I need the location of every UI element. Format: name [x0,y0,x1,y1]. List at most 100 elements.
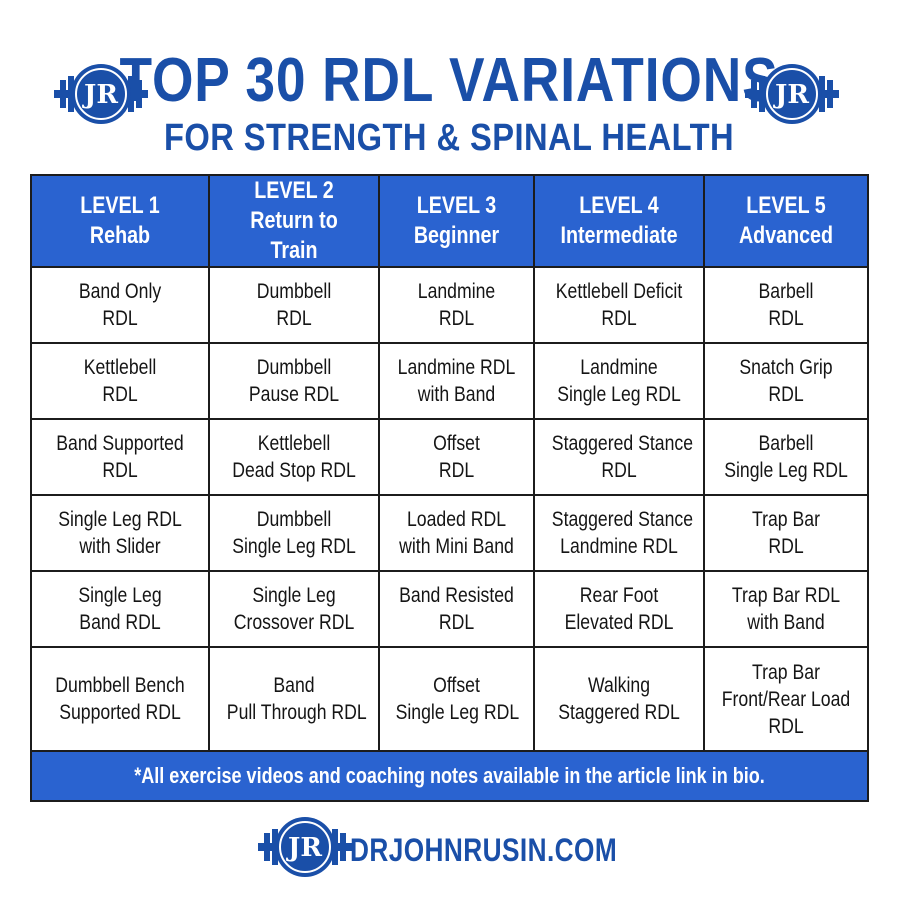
exercise-cell: Landmine RDL with Band [378,342,535,420]
exercise-cell: Band Resisted RDL [378,570,535,648]
exercise-line: RDL [601,307,637,330]
exercise-line: Walking [587,674,651,697]
exercise-line: Trap Bar [752,508,820,531]
exercise-line: RDL [438,611,475,634]
variations-table: LEVEL 1 Rehab LEVEL 2 Return to Train LEVEL … [30,174,869,802]
exercise-cell: Rear Foot Elevated RDL [533,570,705,648]
exercise-line: Single Leg RDL [395,701,520,724]
exercise-cell: Offset RDL [378,418,535,496]
exercise-line: Single Leg RDL [232,535,356,558]
table-row: Single Leg Band RDL Single Leg Crossover RD… [30,570,869,648]
exercise-line: Single Leg RDL [58,508,182,531]
exercise-line: RDL [276,307,312,330]
exercise-line: Dumbbell Bench [55,674,185,697]
exercise-cell: Barbell Single Leg RDL [703,418,869,496]
page-title: TOP 30 RDL VARIATIONS [119,46,779,115]
exercise-line: Dead Stop RDL [232,459,356,482]
exercise-line: Single Leg RDL [724,459,848,482]
title-block: TOP 30 RDL VARIATIONS FOR STRENGTH & SPI… [0,0,898,170]
exercise-line: Landmine RDL [397,356,516,379]
exercise-line: with Band [417,383,496,406]
exercise-cell: Walking Staggered RDL [533,646,705,752]
exercise-line: Staggered RDL [558,701,680,724]
exercise-line: RDL [601,459,637,482]
level-header-5: LEVEL 5 Advanced [703,174,869,268]
exercise-line: RDL [438,459,475,482]
exercise-line: Offset [433,674,480,697]
exercise-line: Band Only [78,280,162,303]
footer-note: *All exercise videos and coaching notes … [30,750,869,802]
exercise-line: Band Resisted [399,584,514,607]
exercise-line: Kettlebell Deficit [555,280,683,303]
level-header-2: LEVEL 2 Return to Train [208,174,380,268]
exercise-cell: Loaded RDL with Mini Band [378,494,535,572]
level-number: LEVEL 5 [746,192,826,219]
exercise-line: Pull Through RDL [226,701,367,724]
exercise-line: Trap Bar RDL [731,584,841,607]
exercise-line: Trap Bar [752,660,820,684]
exercise-line: RDL [102,307,138,330]
exercise-line: Pause RDL [248,383,340,406]
exercise-line: Rear Foot [579,584,659,607]
exercise-cell: Band Pull Through RDL [208,646,380,752]
exercise-cell: Landmine Single Leg RDL [533,342,705,420]
exercise-line: Front/Rear Load [721,687,851,711]
exercise-cell: Barbell RDL [703,266,869,344]
exercise-cell: Dumbbell Single Leg RDL [208,494,380,572]
exercise-cell: Staggered Stance Landmine RDL [533,494,705,572]
exercise-line: Landmine [417,280,496,303]
exercise-cell: Dumbbell Pause RDL [208,342,380,420]
exercise-cell: Single Leg Band RDL [30,570,210,648]
level-name: Rehab [89,222,151,249]
exercise-cell: Trap Bar RDL [703,494,869,572]
table-row: Band Supported RDL Kettlebell Dead Stop RDL… [30,418,869,496]
exercise-line: Kettlebell [257,432,331,455]
level-name: Beginner [413,222,500,249]
table-row: Single Leg RDL with Slider Dumbbell Single … [30,494,869,572]
exercise-cell: Band Supported RDL [30,418,210,496]
exercise-line: RDL [438,307,475,330]
level-name: Intermediate [560,222,678,249]
exercise-cell: Dumbbell RDL [208,266,380,344]
barbell-logo-icon: JR [54,64,148,124]
exercise-cell: Kettlebell Dead Stop RDL [208,418,380,496]
level-header-4: LEVEL 4 Intermediate [533,174,705,268]
exercise-cell: Kettlebell RDL [30,342,210,420]
exercise-cell: Staggered Stance RDL [533,418,705,496]
exercise-line: Dumbbell [256,508,332,531]
footer-note-text: *All exercise videos and coaching notes … [134,763,765,788]
level-name: Advanced [738,222,834,249]
exercise-line: Snatch Grip [739,356,833,379]
exercise-line: Offset [433,432,480,455]
exercise-line: Barbell [758,432,814,455]
exercise-line: Band RDL [79,611,161,634]
exercise-cell: Kettlebell Deficit RDL [533,266,705,344]
exercise-line: Band [273,674,315,697]
level-number: LEVEL 1 [80,192,160,219]
table-header-row: LEVEL 1 Rehab LEVEL 2 Return to Train LEVEL … [30,174,869,268]
level-number: LEVEL 4 [579,192,659,219]
exercise-line: Dumbbell [256,280,332,303]
exercise-line: Band Supported [56,432,184,455]
exercise-line: Elevated RDL [564,611,674,634]
exercise-cell: Trap Bar RDL with Band [703,570,869,648]
exercise-line: Supported RDL [59,701,181,724]
exercise-line: Kettlebell [83,356,157,379]
exercise-line: Crossover RDL [233,611,355,634]
exercise-line: Staggered Stance [551,508,694,531]
logo-text: JR [286,833,322,863]
exercise-line: Single Leg [78,584,162,607]
exercise-cell: Single Leg RDL with Slider [30,494,210,572]
website-link[interactable]: DRJOHNRUSIN.COM [350,832,618,868]
exercise-line: with Band [747,611,825,634]
exercise-cell: Offset Single Leg RDL [378,646,535,752]
table-row: Dumbbell Bench Supported RDL Band Pull Thro… [30,646,869,752]
exercise-line: Landmine [580,356,658,379]
exercise-cell: Band Only RDL [30,266,210,344]
level-number: LEVEL 2 [254,177,334,204]
exercise-line: RDL [102,383,138,406]
exercise-line: RDL [768,535,804,558]
exercise-cell: Trap Bar Front/Rear Load RDL [703,646,869,752]
table-row: Kettlebell RDL Dumbbell Pause RDL Landmine R… [30,342,869,420]
exercise-line: Barbell [758,280,814,303]
